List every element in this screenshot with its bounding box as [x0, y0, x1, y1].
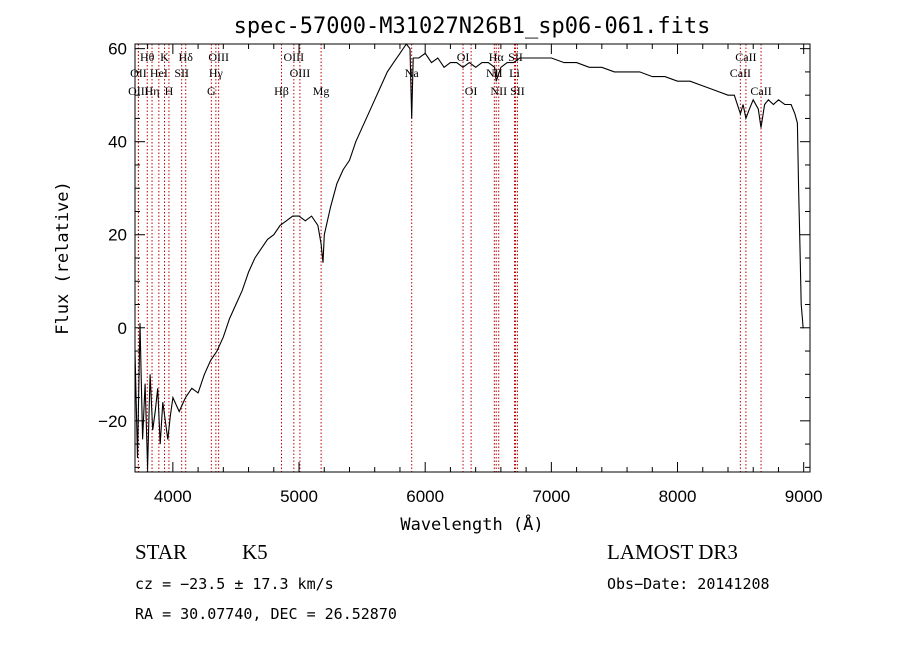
spectral-line-label: OIII	[284, 50, 305, 64]
spectral-line-label: Hθ	[140, 50, 155, 64]
coordinates-text: RA = 30.07740, DEC = 26.52870	[135, 605, 397, 623]
spectral-line-label: OI	[457, 50, 470, 64]
spectral-line-label: CaII	[730, 66, 751, 80]
spectral-line-label: CaII	[750, 84, 771, 98]
y-tick-label: 40	[108, 133, 127, 152]
spectral-line-label: H	[165, 84, 174, 98]
survey-name: LAMOST DR3	[607, 540, 738, 564]
x-tick-label: 5000	[280, 487, 318, 506]
spectral-line-label: SII	[510, 84, 525, 98]
spectral-line-label: OI	[465, 84, 478, 98]
spectral-line-label: Li	[509, 66, 520, 80]
spectral-line-label: OIII	[128, 84, 149, 98]
spectral-line-label: SII	[174, 66, 189, 80]
spectral-line-label: NII	[490, 84, 507, 98]
y-tick-label: 0	[118, 319, 127, 338]
spectral-line-label: Mg	[313, 84, 330, 98]
y-tick-label: −20	[98, 412, 127, 431]
chart-title: spec-57000-M31027N26B1_sp06-061.fits	[234, 14, 711, 39]
y-tick-label: 60	[108, 40, 127, 59]
object-class: STAR	[135, 540, 187, 564]
spectral-line-label: Hα	[489, 50, 505, 64]
obs-date-text: Obs−Date: 20141208	[607, 575, 770, 593]
plot-frame	[134, 43, 811, 473]
x-tick-label: 9000	[785, 487, 823, 506]
spectral-line-label: K	[160, 50, 169, 64]
flux-series-line	[134, 43, 804, 468]
axis-tick-labels: 4000 5000 6000 7000 8000 9000 −20 0 20 40 60	[98, 40, 822, 506]
spectral-line-label: HeI	[150, 66, 168, 80]
spectral-line-label: OIII	[290, 66, 311, 80]
spectral-line-label: SII	[508, 50, 523, 64]
spectral-line-label: Hβ	[274, 84, 289, 98]
y-tick-label: 20	[108, 226, 127, 245]
redshift-text: cz = −23.5 ± 17.3 km/s	[135, 575, 334, 593]
spectral-line-label: Na	[405, 66, 420, 80]
spectral-line-label: OIII	[208, 50, 229, 64]
x-tick-label: 4000	[154, 487, 192, 506]
spectral-line-label: OII	[130, 66, 147, 80]
axis-ticks	[135, 44, 810, 472]
y-axis-label: Flux (relative)	[53, 181, 73, 335]
x-tick-label: 7000	[532, 487, 570, 506]
x-tick-label: 8000	[659, 487, 697, 506]
spectral-line-label: Hη	[145, 84, 160, 98]
object-subclass: K5	[242, 540, 268, 564]
spectral-line-label: NII	[486, 66, 503, 80]
x-axis-label: Wavelength (Å)	[400, 513, 543, 535]
spectral-line-label: Hδ	[179, 50, 194, 64]
spectral-line-markers	[137, 44, 762, 472]
spectral-line-label: CaII	[735, 50, 756, 64]
spectral-line-label: Hγ	[209, 66, 224, 80]
spectral-line-label: G	[207, 84, 216, 98]
x-tick-label: 6000	[406, 487, 444, 506]
